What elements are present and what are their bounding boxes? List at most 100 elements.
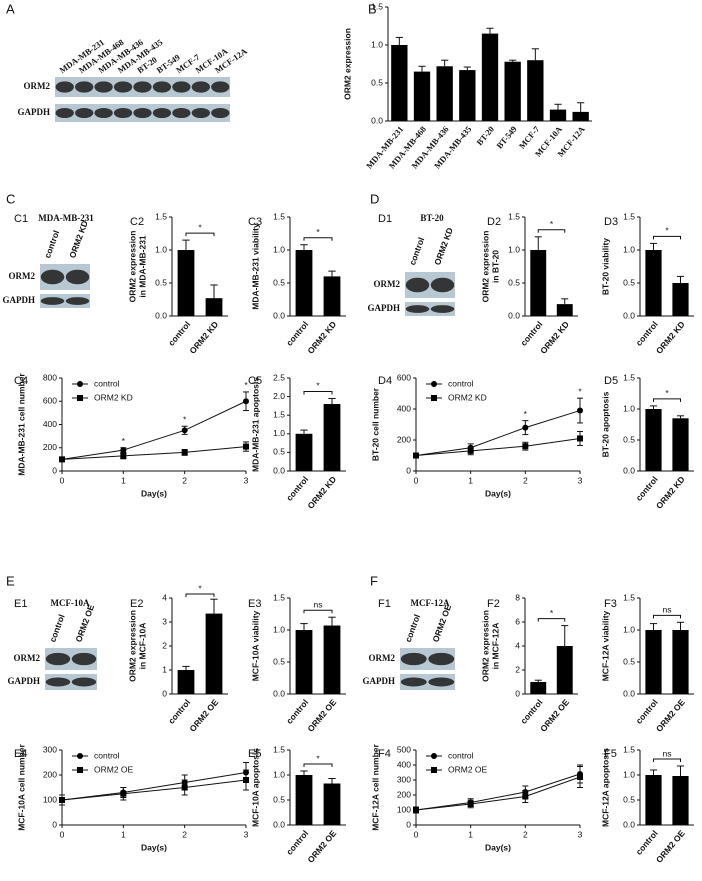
y-tick-label: 500 <box>397 744 411 754</box>
y-tick-label: 200 <box>43 442 57 452</box>
panel-label: E1 <box>14 598 27 610</box>
marker <box>120 452 127 459</box>
series-line <box>415 776 581 811</box>
bar <box>481 33 499 121</box>
legend-label: ORM2 OE <box>448 764 488 774</box>
x-tick-label: control <box>634 828 660 856</box>
y-tick-label: 1.0 <box>623 244 635 254</box>
significance-label: * <box>316 227 320 237</box>
y-tick-label: 1.5 <box>273 592 285 602</box>
legend-label: ORM2 OE <box>94 764 134 774</box>
x-tick-label: control <box>634 319 660 347</box>
legend-marker <box>77 767 83 773</box>
blot-band <box>191 81 210 93</box>
bar <box>556 304 573 316</box>
bar <box>459 70 476 121</box>
y-tick-label: 0.5 <box>623 656 635 666</box>
y-tick-label: 1.0 <box>623 769 635 779</box>
y-axis-label: MCF-12A apoptosis <box>600 748 610 827</box>
bar <box>177 250 195 316</box>
blot-band <box>75 81 94 93</box>
blot-title: BT-20 <box>420 213 444 223</box>
marker <box>120 447 127 454</box>
series-line <box>415 410 581 456</box>
y-tick-label: 1.5 <box>623 372 635 382</box>
x-tick-label: control <box>284 828 310 856</box>
bar <box>323 404 341 471</box>
legend-label: ORM2 KD <box>94 392 133 402</box>
panel-label: C2 <box>130 216 144 228</box>
x-tick-label: BT-549 <box>494 124 518 150</box>
marker <box>413 452 419 459</box>
lane-label: ORM2 KD <box>432 226 455 266</box>
y-axis-label: MCF-10A viability <box>250 610 260 681</box>
y-tick-label: 1.5 <box>508 211 520 221</box>
y-tick-label: 0 <box>52 465 57 475</box>
y-axis-label: ORM2 expression <box>480 231 490 303</box>
significance-bracket <box>303 763 333 767</box>
blot-row-label: GAPDH <box>18 107 51 117</box>
y-tick-label: 0.5 <box>273 277 285 287</box>
y-tick-label: 0.5 <box>155 277 167 287</box>
blot-row-label: GAPDH <box>363 676 396 686</box>
significance-bracket <box>303 390 333 395</box>
legend-label: control <box>448 378 474 388</box>
y-tick-label: 8 <box>515 592 520 602</box>
y-tick-label: 1.5 <box>371 1 383 11</box>
blot-band <box>172 107 191 119</box>
y-tick-label: 0 <box>515 688 520 698</box>
bar <box>530 682 547 694</box>
blot-band <box>94 107 113 119</box>
annotation: * <box>524 409 528 419</box>
y-tick-label: 2 <box>515 664 520 674</box>
y-tick-label: 600 <box>397 372 411 382</box>
blot-band <box>172 81 191 93</box>
annotation: * <box>244 380 248 390</box>
panel-label: F1 <box>378 598 391 610</box>
y-tick-label: 1.0 <box>273 428 285 438</box>
x-tick-label: ORM2 KD <box>654 319 687 355</box>
y-tick-label: 0.5 <box>273 447 285 457</box>
y-axis-label: ORM2 expression <box>127 231 137 303</box>
x-axis-label: Day(s) <box>485 842 511 852</box>
y-tick-label: 200 <box>43 769 57 779</box>
blot-band <box>133 107 152 119</box>
y-tick-label: 0.0 <box>623 310 635 320</box>
y-tick-label: 2 <box>162 640 167 650</box>
x-tick-label: 3 <box>578 475 583 485</box>
panel-label: F4 <box>378 748 391 760</box>
x-tick-label: control <box>166 697 192 725</box>
x-tick-label: ORM2 KD <box>305 319 338 355</box>
y-tick-label: 400 <box>397 403 411 413</box>
y-tick-label: 6 <box>515 616 520 626</box>
bar <box>323 276 341 316</box>
panel-label: C1 <box>14 213 28 225</box>
blot-band <box>65 269 90 285</box>
significance-bracket <box>185 593 215 597</box>
y-tick-label: 800 <box>43 372 57 382</box>
panel-label: F2 <box>487 598 500 610</box>
section-label: D <box>370 191 379 206</box>
panel-label: D4 <box>378 375 392 387</box>
blot-title: MCF-12A <box>411 598 450 608</box>
blot-band <box>113 107 133 119</box>
x-tick-label: control <box>284 474 310 502</box>
marker <box>467 447 474 454</box>
blot-title: MCF-10A <box>51 598 90 608</box>
panel-label: F3 <box>604 598 617 610</box>
blot-row-label: ORM2 <box>24 81 51 91</box>
y-tick-label: 0.5 <box>273 794 285 804</box>
legend-marker <box>77 395 83 401</box>
y-axis-label: ORM2 expression <box>480 610 490 682</box>
panel-label: D1 <box>378 213 392 225</box>
y-tick-label: 0 <box>162 688 167 698</box>
x-tick-label: 2 <box>523 475 528 485</box>
bar <box>504 61 521 121</box>
y-tick-label: 1.5 <box>623 592 635 602</box>
significance-label: ns <box>314 599 323 609</box>
significance-label: * <box>665 226 669 236</box>
y-axis-label: in BT-20 <box>490 250 500 283</box>
y-tick-label: 400 <box>43 419 57 429</box>
bar <box>645 630 662 694</box>
blot-band <box>55 81 74 93</box>
